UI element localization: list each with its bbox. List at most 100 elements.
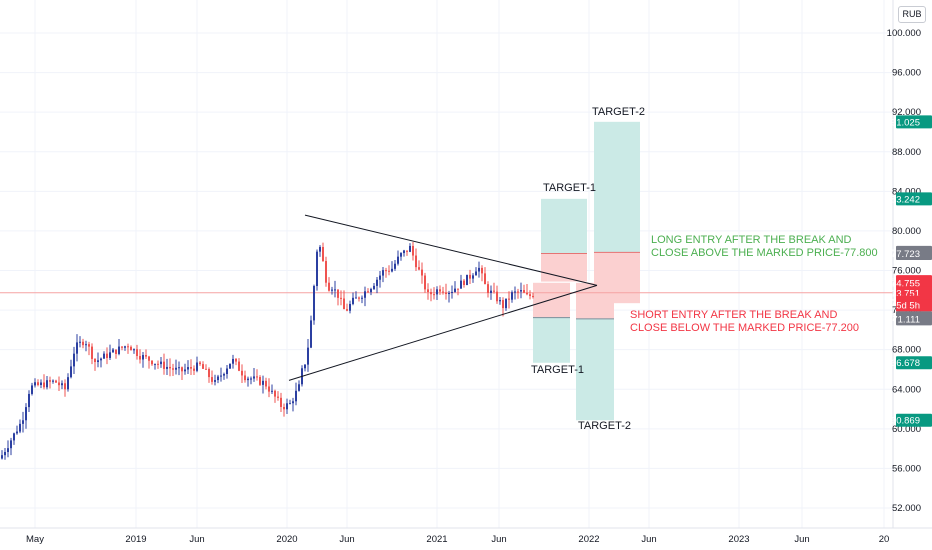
candle-body: [181, 367, 183, 372]
candle-body: [160, 361, 162, 365]
x-tick-label: 2022: [578, 534, 599, 545]
candle-body: [271, 390, 273, 392]
candle-body: [346, 309, 348, 311]
candle-body: [202, 364, 204, 369]
candle-body: [229, 363, 231, 369]
candle-body: [454, 288, 456, 292]
candle-body: [127, 346, 129, 348]
candle-body: [313, 286, 315, 321]
candle-body: [67, 377, 69, 390]
x-tick-label: 2020: [276, 534, 297, 545]
candle-body: [100, 358, 102, 361]
long-target-2-zone: [594, 121, 640, 253]
candle-body: [418, 267, 420, 270]
countdown-label: 5d 5h: [896, 300, 920, 311]
price-badge: [896, 356, 932, 370]
candle-body: [436, 289, 438, 295]
price-badge: [896, 312, 932, 326]
candle-body: [451, 291, 453, 293]
candle-body: [175, 367, 177, 370]
price-badges: 91.02583.24277.82777.72374.88074.75573.7…: [891, 115, 932, 427]
candle-body: [490, 290, 492, 294]
candle-body: [298, 384, 300, 391]
candle-body: [31, 385, 33, 394]
candle-body: [412, 245, 414, 256]
candle-body: [79, 341, 81, 343]
candle-body: [526, 292, 528, 295]
candle-body: [91, 346, 93, 359]
y-tick-label: 52.000: [892, 503, 921, 514]
candle-body: [16, 431, 18, 434]
x-tick-label: 2021: [426, 534, 447, 545]
candle-body: [205, 368, 207, 370]
candle-body: [208, 368, 210, 378]
candle-body: [334, 289, 336, 291]
candle-body: [358, 297, 360, 299]
price-badge: [896, 276, 932, 290]
chart-annotations: TARGET-1 TARGET-2 TARGET-1 TARGET-2 LONG…: [531, 106, 878, 432]
currency-button[interactable]: RUB: [898, 6, 926, 23]
candle-body: [370, 289, 372, 293]
candle-body: [316, 251, 318, 287]
candle-body: [361, 297, 363, 299]
candle-body: [397, 256, 399, 264]
candle-body: [340, 297, 342, 299]
short-target-1-label: TARGET-1: [531, 364, 584, 376]
y-tick-label: 88.000: [892, 147, 921, 158]
short-entry-note-line2: CLOSE BELOW THE MARKED PRICE-77.200: [630, 322, 859, 334]
candle-body: [439, 289, 441, 292]
candle-body: [460, 280, 462, 289]
candle-body: [502, 300, 504, 309]
candle-body: [514, 291, 516, 293]
candle-body: [76, 342, 78, 354]
candle-body: [409, 245, 411, 252]
candle-body: [433, 294, 435, 296]
candle-body: [493, 290, 495, 292]
candle-body: [349, 303, 351, 311]
candle-body: [484, 273, 486, 285]
y-tick-label: 92.000: [892, 107, 921, 118]
candle-body: [496, 291, 498, 302]
candle-body: [517, 291, 519, 293]
candle-body: [223, 374, 225, 376]
candle-body: [385, 270, 387, 272]
candle-body: [1, 455, 3, 459]
candle-body: [274, 390, 276, 397]
candle-body: [34, 382, 36, 386]
candle-body: [61, 383, 63, 386]
candle-body: [430, 292, 432, 295]
time-axis[interactable]: May 2019 Jun 2020 Jun 2021 Jun 2022 Jun 2023 Jun 20: [26, 534, 889, 545]
candle-body: [235, 358, 237, 362]
candle-body: [217, 376, 219, 381]
candlestick-series: [1, 242, 534, 460]
price-badge-label: 77.723: [891, 249, 920, 260]
candle-body: [13, 433, 15, 441]
candle-body: [322, 246, 324, 262]
candle-body: [292, 401, 294, 404]
candle-body: [478, 267, 480, 272]
price-badge-label: 91.025: [891, 117, 920, 128]
price-axis[interactable]: 52.00056.00060.00064.00068.00072.00076.0…: [0, 0, 932, 529]
candle-body: [331, 289, 333, 291]
candle-body: [373, 285, 375, 290]
candle-body: [481, 267, 483, 274]
price-badge-label: 73.751: [891, 288, 920, 299]
short-target-2-zone: [576, 318, 614, 421]
price-badge: [896, 413, 932, 427]
candle-body: [355, 297, 357, 299]
candle-body: [55, 380, 57, 383]
candle-body: [28, 393, 30, 408]
candle-body: [415, 255, 417, 268]
candle-body: [154, 363, 156, 365]
candle-body: [343, 298, 345, 310]
price-badge-label: 83.242: [891, 194, 920, 205]
candle-body: [475, 271, 477, 276]
candle-body: [499, 300, 501, 302]
candle-body: [169, 366, 171, 369]
candle-body: [253, 376, 255, 379]
candle-body: [10, 440, 12, 449]
candle-body: [328, 282, 330, 291]
candle-body: [307, 347, 309, 365]
candle-body: [463, 280, 465, 286]
